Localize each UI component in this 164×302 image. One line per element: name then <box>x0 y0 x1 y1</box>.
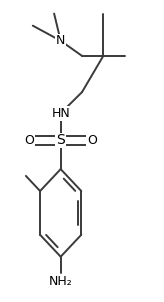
Text: S: S <box>56 133 65 147</box>
Text: NH₂: NH₂ <box>49 275 72 288</box>
Text: O: O <box>87 134 97 147</box>
Text: HN: HN <box>51 107 70 120</box>
Text: N: N <box>56 34 65 47</box>
Text: O: O <box>25 134 34 147</box>
